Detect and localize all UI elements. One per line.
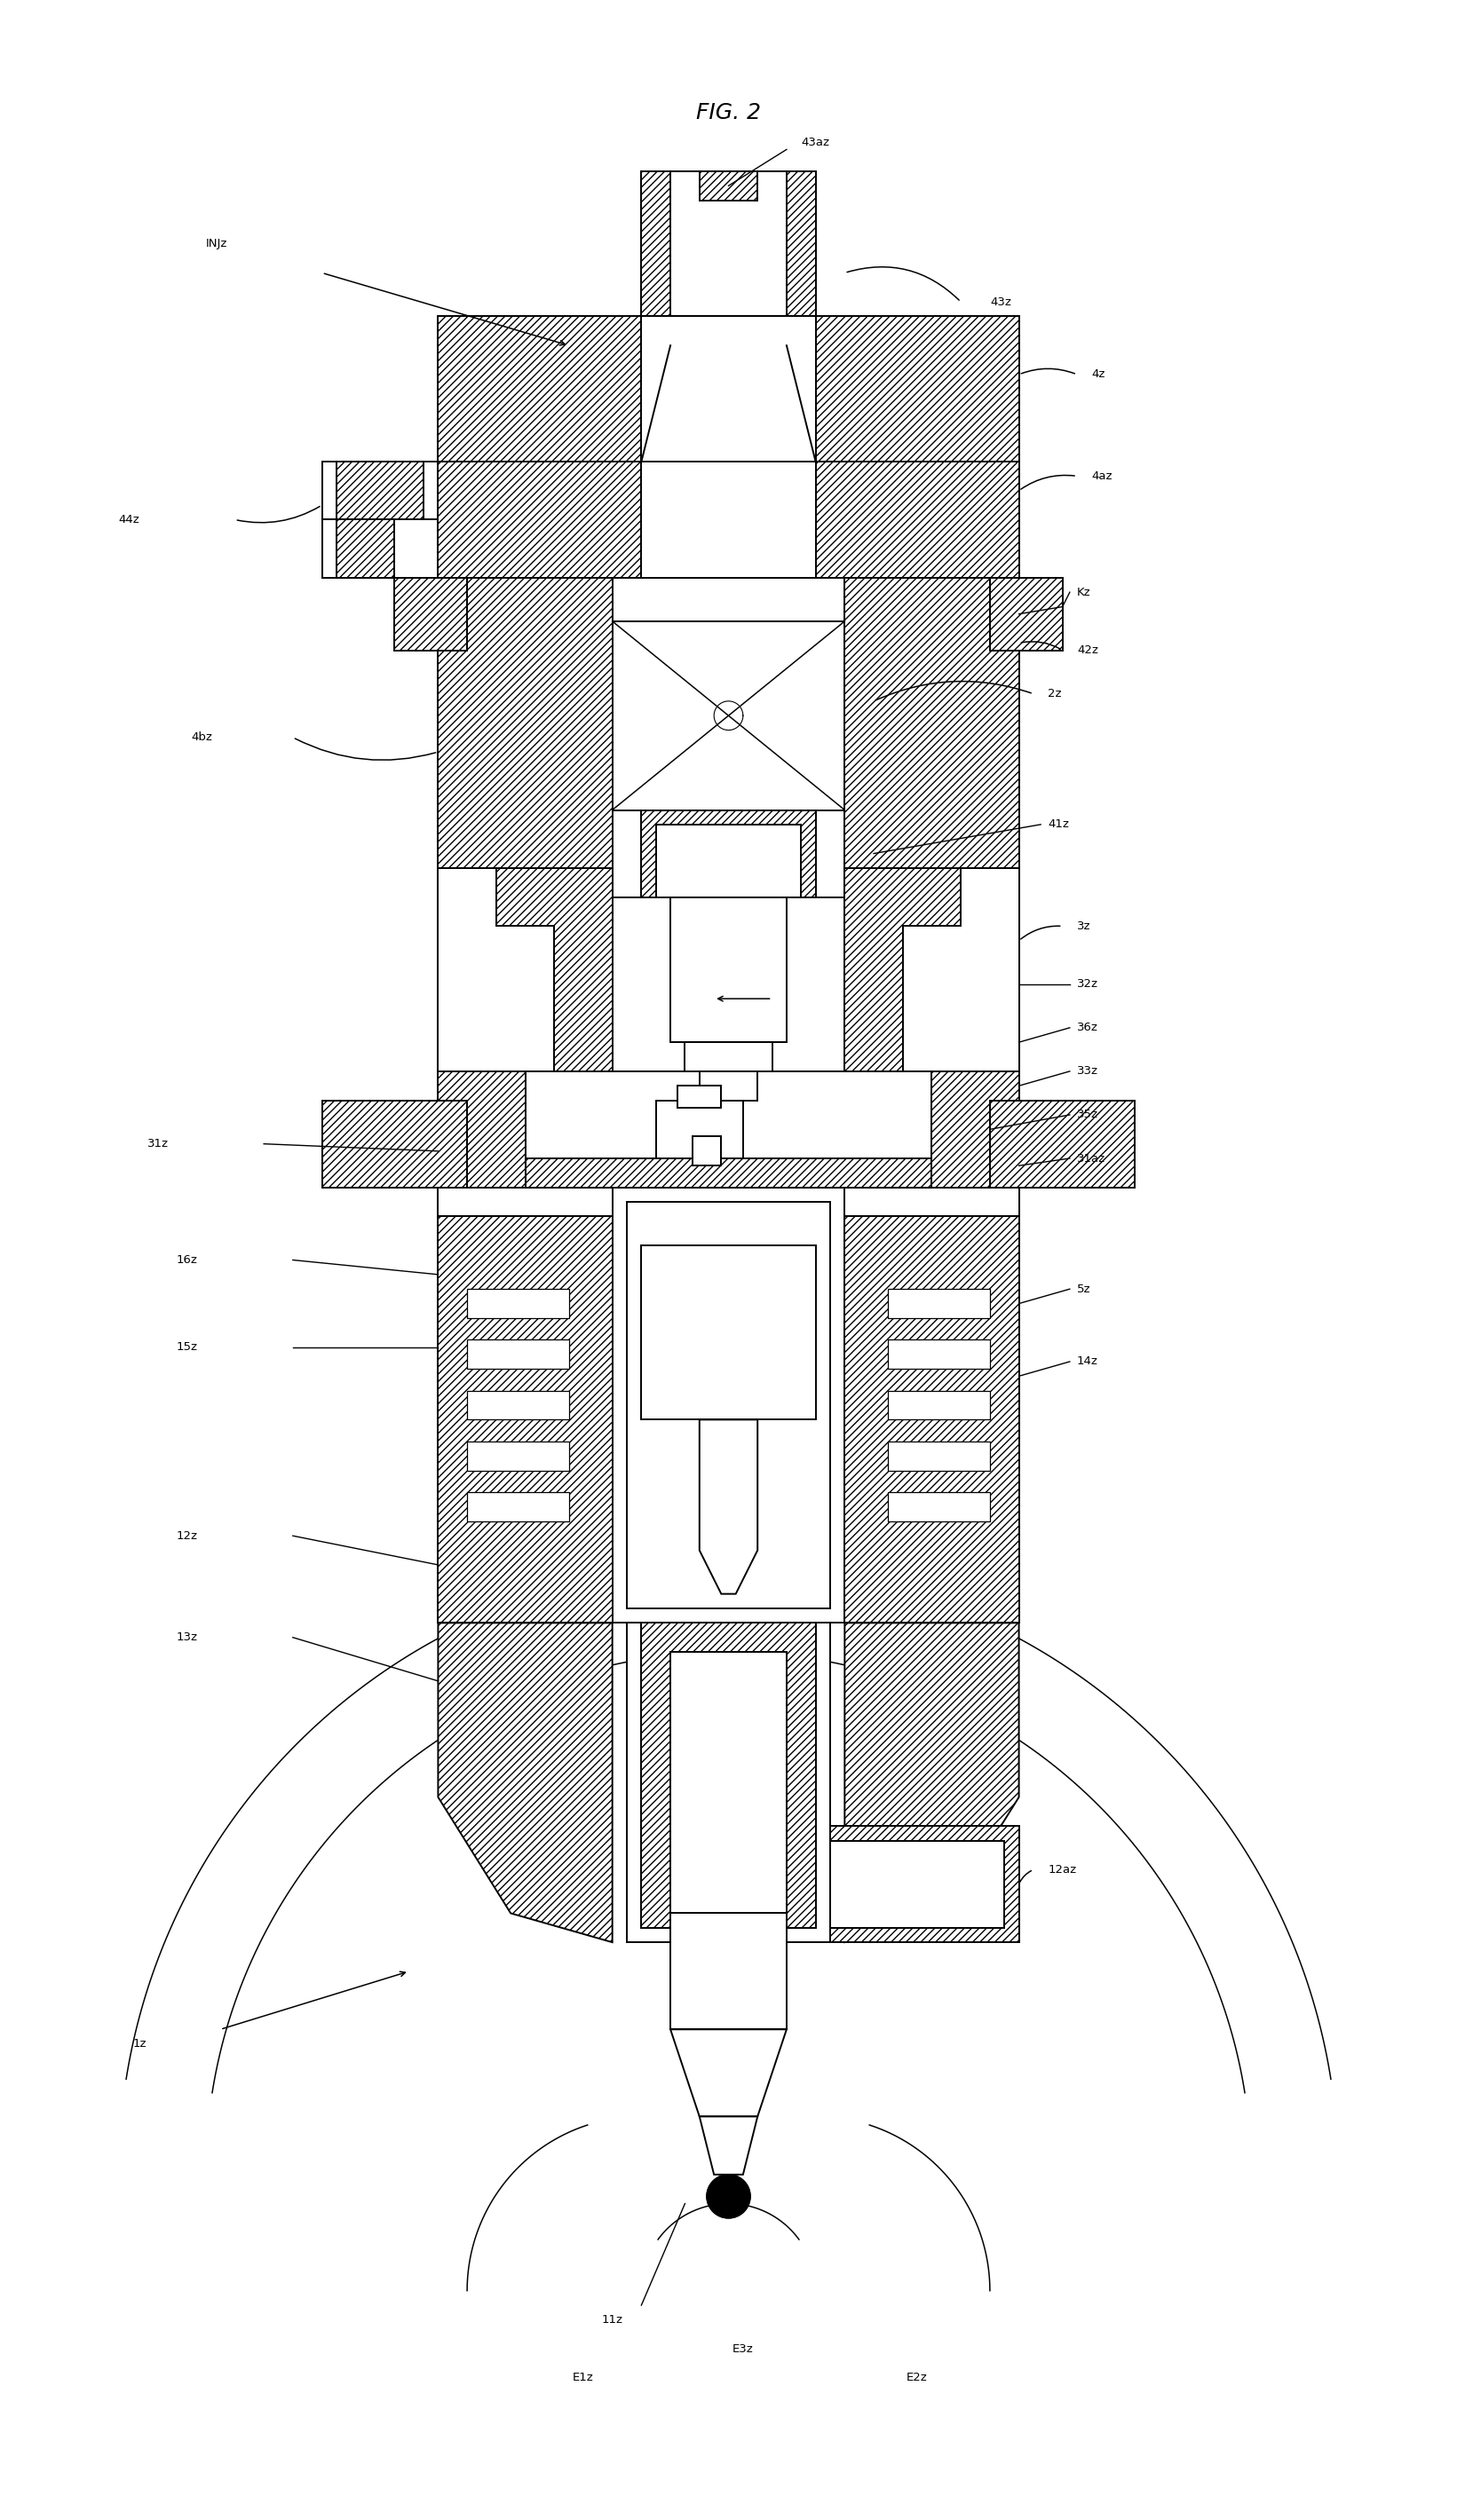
Polygon shape	[670, 2029, 787, 2117]
Bar	[322, 519, 395, 577]
Text: 32z: 32z	[1077, 978, 1099, 990]
Text: 43az: 43az	[801, 136, 829, 149]
Text: 14z: 14z	[1077, 1356, 1099, 1368]
Bar	[692, 1137, 721, 1167]
Bar	[322, 461, 439, 519]
Bar	[439, 461, 1018, 577]
Bar	[989, 1101, 1135, 1187]
Bar	[337, 461, 424, 519]
Bar	[439, 1187, 1018, 1217]
Bar	[656, 1101, 743, 1172]
Polygon shape	[699, 1419, 758, 1593]
Bar	[989, 577, 1062, 650]
Polygon shape	[699, 2117, 758, 2175]
Bar	[699, 1071, 758, 1101]
Polygon shape	[845, 1623, 1018, 1943]
Bar	[641, 171, 816, 318]
Text: Kz: Kz	[1077, 587, 1091, 597]
Bar	[641, 1245, 816, 1419]
Bar	[439, 1071, 1018, 1187]
Text: 5z: 5z	[1077, 1283, 1091, 1295]
Bar	[439, 867, 612, 1071]
Text: 12az: 12az	[1048, 1865, 1077, 1875]
Text: 15z: 15z	[176, 1341, 198, 1353]
Text: 2z: 2z	[1048, 688, 1062, 701]
Text: 31az: 31az	[1077, 1152, 1106, 1164]
Text: 44z: 44z	[118, 514, 140, 524]
Text: FIG. 2: FIG. 2	[696, 103, 761, 123]
Bar	[337, 519, 395, 577]
Text: 41z: 41z	[1048, 819, 1069, 829]
Bar	[670, 1653, 787, 1913]
Bar	[845, 1187, 1018, 1623]
Bar	[816, 1827, 1018, 1943]
Bar	[525, 1159, 932, 1187]
Text: 16z: 16z	[176, 1255, 198, 1265]
Bar	[670, 1913, 787, 2029]
Text: 3z: 3z	[1077, 920, 1091, 932]
Bar	[685, 1043, 772, 1071]
Bar	[468, 1492, 568, 1522]
Text: 1z: 1z	[133, 2039, 147, 2049]
Bar	[525, 1071, 932, 1187]
Bar	[439, 318, 1018, 461]
Bar	[322, 1101, 468, 1187]
Text: 12z: 12z	[176, 1530, 198, 1542]
Bar	[627, 1623, 830, 1943]
Circle shape	[707, 2175, 750, 2218]
Bar	[889, 1441, 989, 1472]
Bar	[641, 461, 816, 577]
Text: 33z: 33z	[1077, 1066, 1099, 1076]
Text: 4az: 4az	[1091, 471, 1112, 481]
Bar	[699, 171, 758, 199]
Bar	[845, 867, 1018, 1071]
Text: 4z: 4z	[1091, 368, 1106, 381]
Bar	[439, 577, 612, 897]
Bar	[641, 318, 816, 461]
Bar	[845, 577, 1018, 897]
Text: E1z: E1z	[573, 2371, 594, 2384]
Bar	[468, 1341, 568, 1368]
Polygon shape	[439, 1623, 612, 1943]
Bar	[656, 824, 801, 897]
Bar	[889, 1391, 989, 1419]
Bar	[889, 1492, 989, 1522]
Bar	[468, 1441, 568, 1472]
Bar	[670, 897, 787, 1043]
Polygon shape	[903, 867, 1018, 1071]
Bar	[439, 1187, 612, 1623]
Bar	[612, 577, 845, 897]
Text: E2z: E2z	[906, 2371, 928, 2384]
Bar	[670, 171, 787, 318]
Text: 36z: 36z	[1077, 1023, 1099, 1033]
Bar	[468, 1290, 568, 1318]
Bar	[641, 809, 816, 897]
Text: 11z: 11z	[602, 2313, 624, 2326]
Bar	[627, 1202, 830, 1608]
Bar	[612, 622, 845, 809]
Text: 13z: 13z	[176, 1630, 198, 1643]
Text: E3z: E3z	[733, 2344, 753, 2354]
Bar	[889, 1290, 989, 1318]
Bar	[395, 577, 468, 650]
Text: 31z: 31z	[147, 1139, 169, 1149]
Bar	[468, 1391, 568, 1419]
Text: 4bz: 4bz	[191, 731, 213, 743]
Bar	[889, 1341, 989, 1368]
Bar	[641, 1623, 816, 1928]
Bar	[612, 1187, 845, 1623]
Polygon shape	[439, 867, 554, 1071]
Text: INJz: INJz	[205, 237, 227, 249]
Text: 35z: 35z	[1077, 1109, 1099, 1121]
Bar	[830, 1840, 1004, 1928]
Text: 43z: 43z	[989, 297, 1011, 307]
Bar	[678, 1086, 721, 1109]
Text: 42z: 42z	[1077, 645, 1099, 655]
